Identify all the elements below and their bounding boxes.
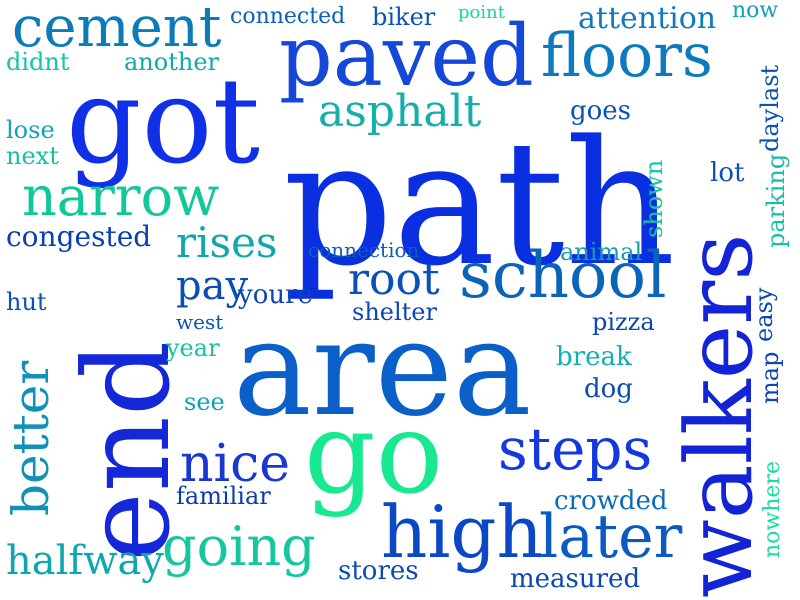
word-year: year [166,334,220,362]
word-nice: nice [180,434,291,494]
word-root: root [348,254,440,305]
word-dog: dog [584,374,633,404]
word-see: see [184,388,225,416]
word-lot: lot [710,158,745,188]
word-break: break [556,342,632,372]
word-better: better [2,360,60,516]
word-animal: animal [560,238,643,266]
word-school: school [459,239,667,313]
word-shelter: shelter [352,298,437,326]
word-going: going [162,515,316,578]
word-connection: connection [308,238,420,262]
word-shown: shown [640,159,668,238]
word-lose: lose [6,116,55,144]
word-high: high [381,490,543,574]
word-hut: hut [6,288,47,316]
word-youre: youre [238,280,313,310]
word-rises: rises [176,218,278,267]
word-familiar: familiar [176,482,271,510]
word-stores: stores [338,556,419,586]
word-point: point [458,2,505,23]
word-area: area [233,292,532,446]
word-pizza: pizza [592,308,655,336]
word-another: another [124,48,219,76]
word-west: west [176,310,224,334]
word-path: path [283,103,676,304]
word-later: later [539,502,683,572]
word-paved: paved [279,7,534,105]
word-measured: measured [510,564,641,594]
word-floors: floors [541,21,713,91]
word-cement: cement [12,0,222,60]
word-steps: steps [498,415,653,483]
word-goes: goes [570,96,632,126]
word-pay: pay [176,263,249,309]
word-parking: parking [762,153,790,248]
word-halfway: halfway [6,538,164,584]
word-crowded: crowded [554,486,668,516]
word-asphalt: asphalt [318,86,482,137]
word-now: now [732,0,779,23]
word-nowhere: nowhere [760,461,785,558]
word-congested: congested [6,220,152,253]
word-map: map [756,351,784,404]
word-biker: biker [372,3,436,31]
word-narrow: narrow [22,165,220,228]
word-next: next [6,142,59,170]
word-got: got [66,52,260,190]
word-attention: attention [578,1,717,36]
word-daylast: daylast [756,64,784,152]
word-easy: easy [750,287,778,342]
word-go: go [304,389,444,519]
word-didnt: didnt [6,48,70,76]
word-connected: connected [230,4,346,29]
